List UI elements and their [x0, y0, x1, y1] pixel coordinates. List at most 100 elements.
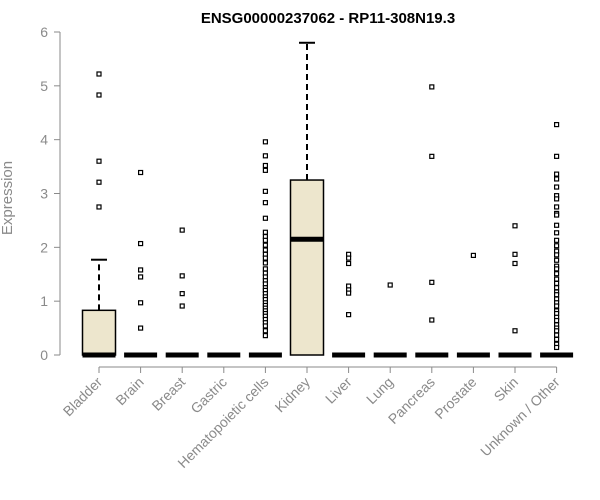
y-tick-label: 5: [40, 78, 48, 94]
box-group: [165, 227, 199, 358]
iqr-box: [289, 179, 325, 356]
outlier-point: [96, 71, 102, 77]
outlier-point: [262, 237, 268, 243]
outlier-point: [429, 317, 435, 323]
plot-area: [81, 41, 574, 358]
outlier-point: [553, 230, 560, 236]
outlier-point: [96, 204, 102, 210]
outlier-point: [138, 325, 144, 331]
outlier-point: [553, 280, 560, 287]
outlier-point: [470, 252, 476, 259]
box-group: [540, 121, 574, 358]
outlier-point: [512, 251, 518, 257]
outlier-point: [262, 323, 268, 329]
box-group: [498, 223, 532, 358]
outlier-point: [262, 242, 268, 248]
outlier-point: [138, 300, 144, 306]
outlier-point: [138, 267, 144, 273]
outlier-point: [553, 276, 560, 282]
outlier-point: [346, 290, 352, 296]
box-group: [456, 252, 490, 358]
outlier-point: [262, 162, 268, 169]
box-group: [415, 84, 449, 358]
y-tick-label: 6: [40, 24, 48, 40]
outlier-point: [96, 179, 102, 185]
outlier-point: [553, 153, 560, 159]
outlier-point: [262, 229, 268, 235]
outlier-point: [553, 184, 560, 190]
x-tick-label: Kidney: [272, 374, 314, 416]
y-tick-label: 4: [40, 132, 48, 148]
x-tick-label: Lung: [363, 374, 396, 407]
x-tick-label: Skin: [491, 374, 522, 405]
outlier-point: [553, 344, 560, 351]
x-tick-label: Prostate: [431, 374, 479, 422]
outlier-point: [553, 328, 560, 334]
outlier-point: [553, 332, 560, 338]
outlier-point: [387, 282, 393, 288]
outlier-point: [553, 121, 560, 128]
outlier-point: [346, 260, 352, 267]
x-tick-label: Unknown / Other: [477, 374, 563, 460]
outlier-point: [553, 237, 560, 243]
outlier-point: [262, 139, 268, 145]
outlier-point: [553, 222, 560, 228]
outlier-point: [262, 266, 268, 272]
outlier-point: [553, 212, 560, 218]
outlier-point: [553, 317, 560, 324]
outlier-point: [553, 257, 560, 263]
iqr-box: [81, 309, 117, 356]
outlier-point: [346, 255, 352, 261]
outlier-point: [262, 215, 268, 221]
outlier-point: [179, 227, 185, 233]
y-tick-label: 1: [40, 293, 48, 309]
y-axis-label: Expression: [0, 161, 16, 235]
outlier-point: [262, 247, 268, 253]
y-tick-label: 3: [40, 186, 48, 202]
outlier-point: [553, 303, 560, 309]
outlier-point: [96, 158, 102, 164]
outlier-point: [262, 153, 268, 159]
outlier-point: [262, 167, 268, 173]
box-group: [248, 139, 282, 358]
y-tick-label: 0: [40, 347, 48, 363]
outlier-point: [262, 333, 268, 339]
y-axis: 0 1 2 3 4 5 6: [40, 24, 61, 363]
outlier-point: [96, 92, 102, 98]
outlier-point: [553, 176, 560, 182]
box-group: [289, 41, 325, 356]
outlier-point: [512, 260, 518, 267]
outlier-point: [262, 188, 268, 194]
outlier-point: [553, 204, 560, 210]
box-group: [332, 251, 366, 358]
outlier-point: [553, 271, 560, 277]
outlier-point: [138, 274, 144, 280]
outlier-point: [553, 266, 560, 272]
outlier-point: [512, 223, 518, 229]
outlier-point: [262, 328, 268, 334]
outlier-point: [553, 285, 560, 291]
outlier-point: [138, 240, 144, 247]
box-group: [373, 282, 407, 358]
outlier-point: [512, 328, 518, 334]
x-tick-label: Breast: [148, 374, 188, 414]
box-group: [124, 169, 158, 358]
outlier-point: [429, 84, 435, 90]
x-tick-label: Brain: [112, 374, 146, 408]
outlier-point: [262, 260, 268, 266]
outlier-point: [553, 243, 560, 249]
outlier-point: [553, 292, 560, 298]
chart-title: ENSG00000237062 - RP11-308N19.3: [201, 10, 455, 27]
outlier-point: [138, 169, 144, 176]
y-tick-label: 2: [40, 239, 48, 255]
outlier-point: [553, 336, 560, 342]
outlier-point: [553, 171, 560, 177]
outlier-point: [346, 312, 352, 318]
outlier-point: [553, 252, 560, 258]
outlier-point: [262, 255, 268, 261]
outlier-point: [429, 153, 435, 159]
outlier-point: [553, 196, 560, 202]
outlier-point: [179, 273, 185, 279]
